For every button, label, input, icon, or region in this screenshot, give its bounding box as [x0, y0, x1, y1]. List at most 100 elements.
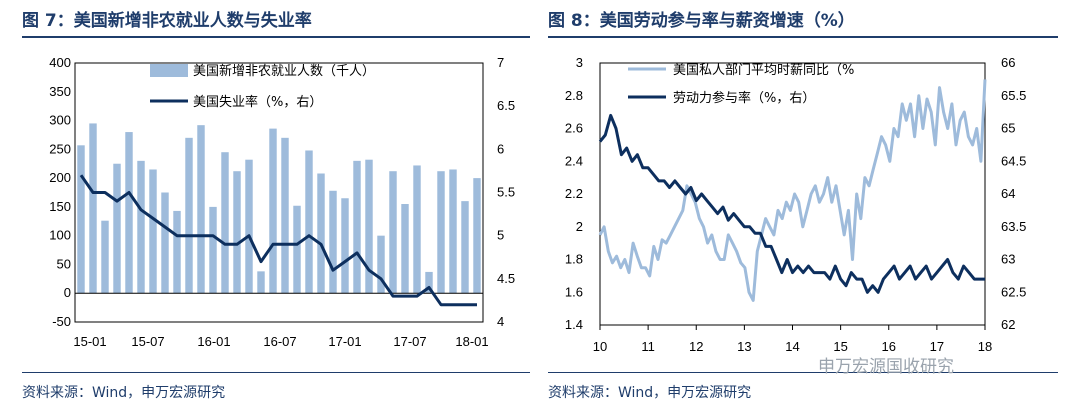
left-y-tick-label: 2.4	[565, 153, 583, 168]
left-source-note: 资料来源：Wind，申万宏源研究	[22, 385, 226, 401]
left-y-tick-label: 2.8	[565, 88, 583, 103]
left-chart: 400 350 300 250 200 150 100 50 0 -50 7 6.5 6 5.5 5 4.5 4…	[49, 55, 515, 349]
x-tick-label: 17-07	[393, 334, 426, 349]
right-y-tick-label: 5.5	[497, 185, 515, 200]
right-y-tick-label: 64	[1001, 186, 1015, 201]
payroll-bar	[149, 169, 157, 294]
payroll-bar	[329, 190, 337, 294]
right-y-tick-label: 7	[497, 55, 504, 70]
left-y-tick-label: 350	[49, 84, 71, 99]
left-y-tick-label: 250	[49, 141, 71, 156]
x-tick-label: 16	[882, 339, 896, 354]
wage-growth-line	[598, 79, 987, 302]
payroll-bar	[341, 198, 349, 294]
right-chart: 3 2.8 2.6 2.4 2.2 2 1.8 1.6 1.4 66 65.5 65 64.5 64 63.…	[565, 55, 1026, 354]
left-y-tick-label: 200	[49, 170, 71, 185]
payroll-bar	[281, 137, 289, 294]
left-y-tick-label: 3	[576, 55, 583, 70]
right-y-tick-label: 62	[1001, 317, 1015, 332]
payroll-bar	[245, 159, 253, 294]
right-y-tick-label: 6	[497, 141, 504, 156]
x-tick-label: 17	[930, 339, 944, 354]
legend-participation-label: 劳动力参与率（%，右）	[673, 90, 815, 106]
payroll-bar	[185, 137, 193, 294]
right-y-tick-label: 5	[497, 228, 504, 243]
left-y-tick-label: 2.2	[565, 186, 583, 201]
payroll-bar	[413, 165, 421, 294]
payroll-bar	[401, 204, 409, 294]
left-title-rule	[22, 36, 530, 38]
x-tick-label: 18	[978, 339, 992, 354]
payroll-bar	[89, 123, 97, 294]
legend-wage-label: 美国私人部门平均时薪同比（%	[673, 63, 854, 78]
payroll-bar	[125, 132, 133, 294]
right-y-tick-label: 66	[1001, 55, 1015, 70]
payroll-bar	[77, 145, 85, 294]
legend-payroll-label: 美国新增非农就业人数（千人）	[193, 63, 375, 79]
payroll-bar	[233, 171, 241, 294]
x-tick-label: 15-01	[73, 334, 106, 349]
payroll-bar	[269, 128, 277, 294]
payroll-bar	[257, 271, 265, 294]
payroll-bar	[437, 171, 445, 294]
x-tick-label: 12	[689, 339, 703, 354]
right-source-note: 资料来源：Wind，申万宏源研究	[548, 385, 752, 401]
payroll-bar	[305, 150, 313, 294]
x-tick-label: 17-01	[328, 334, 361, 349]
payroll-bar	[197, 125, 205, 294]
right-y-tick-label: 63	[1001, 252, 1015, 267]
left-y-tick-label: 50	[57, 256, 71, 271]
left-chart-title: 图 7：美国新增非农就业人数与失业率	[22, 11, 312, 31]
payroll-bar	[221, 152, 229, 294]
unemployment-rate-line	[79, 174, 477, 307]
payroll-bar	[113, 163, 121, 294]
left-y-tick-label: 150	[49, 199, 71, 214]
wechat-watermark: 申万宏源国收研究	[818, 357, 954, 377]
right-title-rule	[548, 36, 1058, 38]
right-y-tick-label: 4.5	[497, 271, 515, 286]
left-plot-frame	[74, 62, 484, 323]
payroll-bar	[137, 160, 145, 294]
payroll-bar	[173, 210, 181, 294]
payroll-bar	[317, 173, 325, 294]
payroll-bar	[353, 160, 361, 294]
x-tick-label: 15-07	[131, 334, 164, 349]
left-y-tick-label: 2	[576, 219, 583, 234]
right-y-tick-label: 4	[497, 314, 504, 329]
left-y-tick-label: 1.6	[565, 284, 583, 299]
x-tick-label: 16-07	[263, 334, 296, 349]
left-y-tick-label: 1.4	[565, 317, 583, 332]
x-tick-label: 11	[641, 339, 655, 354]
payroll-bar	[365, 159, 373, 294]
x-tick-label: 15	[833, 339, 847, 354]
left-y-tick-label: 100	[49, 228, 71, 243]
legend-bar-swatch	[150, 64, 188, 77]
right-source-rule	[548, 372, 1058, 373]
payroll-bar	[461, 201, 469, 294]
x-tick-label: 14	[785, 339, 799, 354]
participation-rate-line	[598, 113, 985, 294]
payroll-bar	[389, 171, 397, 294]
x-tick-label: 13	[737, 339, 751, 354]
left-y-tick-label: 1.8	[565, 252, 583, 267]
left-y-tick-label: 300	[49, 113, 71, 128]
payroll-bar	[101, 220, 109, 294]
right-y-tick-label: 63.5	[1001, 219, 1026, 234]
payroll-bar	[473, 178, 481, 294]
right-y-tick-label: 6.5	[497, 98, 515, 113]
payroll-bar	[449, 169, 457, 294]
left-y-tick-label: -50	[52, 314, 71, 329]
right-y-tick-label: 65.5	[1001, 88, 1026, 103]
left-y-tick-label: 0	[64, 285, 71, 300]
x-tick-label: 10	[593, 339, 607, 354]
right-y-tick-label: 64.5	[1001, 153, 1026, 168]
payroll-bar	[293, 205, 301, 294]
payroll-bar	[209, 206, 217, 294]
x-tick-label: 16-01	[197, 334, 230, 349]
right-chart-title: 图 8：美国劳动参与率与薪资增速（%）	[548, 11, 855, 31]
payroll-bar	[377, 235, 385, 294]
left-y-tick-label: 2.6	[565, 121, 583, 136]
payroll-bar	[425, 271, 433, 294]
right-y-tick-label: 65	[1001, 121, 1015, 136]
